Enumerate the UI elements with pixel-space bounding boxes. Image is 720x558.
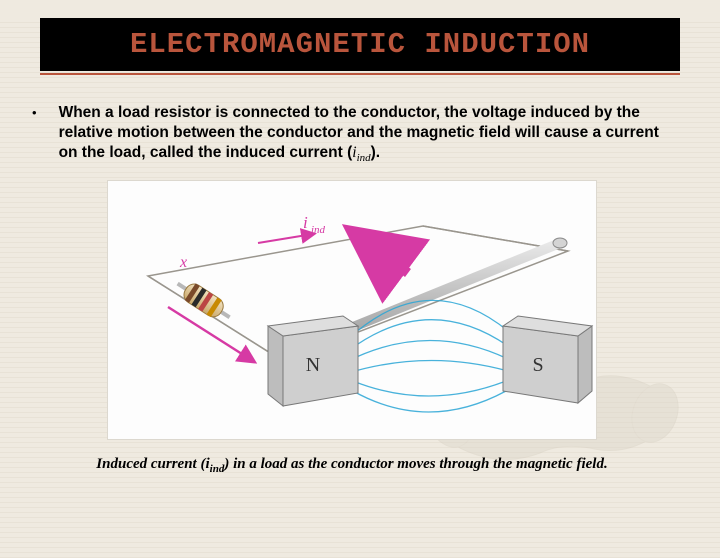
bullet-subscript: ind <box>357 152 371 164</box>
motion-arrow <box>348 233 408 273</box>
bullet-item: • When a load resistor is connected to t… <box>32 103 672 166</box>
caption-subscript: ind <box>210 463 225 475</box>
content-area: • When a load resistor is connected to t… <box>0 75 720 475</box>
svg-text:ind: ind <box>311 224 326 236</box>
svg-text:i: i <box>303 213 308 232</box>
svg-text:S: S <box>532 354 543 376</box>
bullet-text: When a load resistor is connected to the… <box>59 103 672 166</box>
resistor <box>172 275 235 326</box>
diagram: x i ind <box>107 180 597 440</box>
x-label: x <box>179 254 187 271</box>
svg-text:N: N <box>306 354 320 376</box>
caption-mid: ) in a load as the conductor moves throu… <box>224 456 607 472</box>
bullet-close: ). <box>371 144 380 161</box>
magnet-n: N <box>268 316 358 406</box>
bullet-marker: • <box>32 105 37 120</box>
slide-title: ELECTROMAGNETIC INDUCTION <box>130 28 590 61</box>
magnet-s: S <box>503 316 592 403</box>
bullet-open: ( <box>343 144 352 161</box>
bullet-bold: induced current <box>226 144 343 161</box>
title-banner: ELECTROMAGNETIC INDUCTION <box>40 18 680 71</box>
figure-caption: Induced current (iind) in a load as the … <box>32 456 672 475</box>
caption-pre: Induced current ( <box>96 456 205 472</box>
i-ind-label: i ind <box>258 213 326 243</box>
